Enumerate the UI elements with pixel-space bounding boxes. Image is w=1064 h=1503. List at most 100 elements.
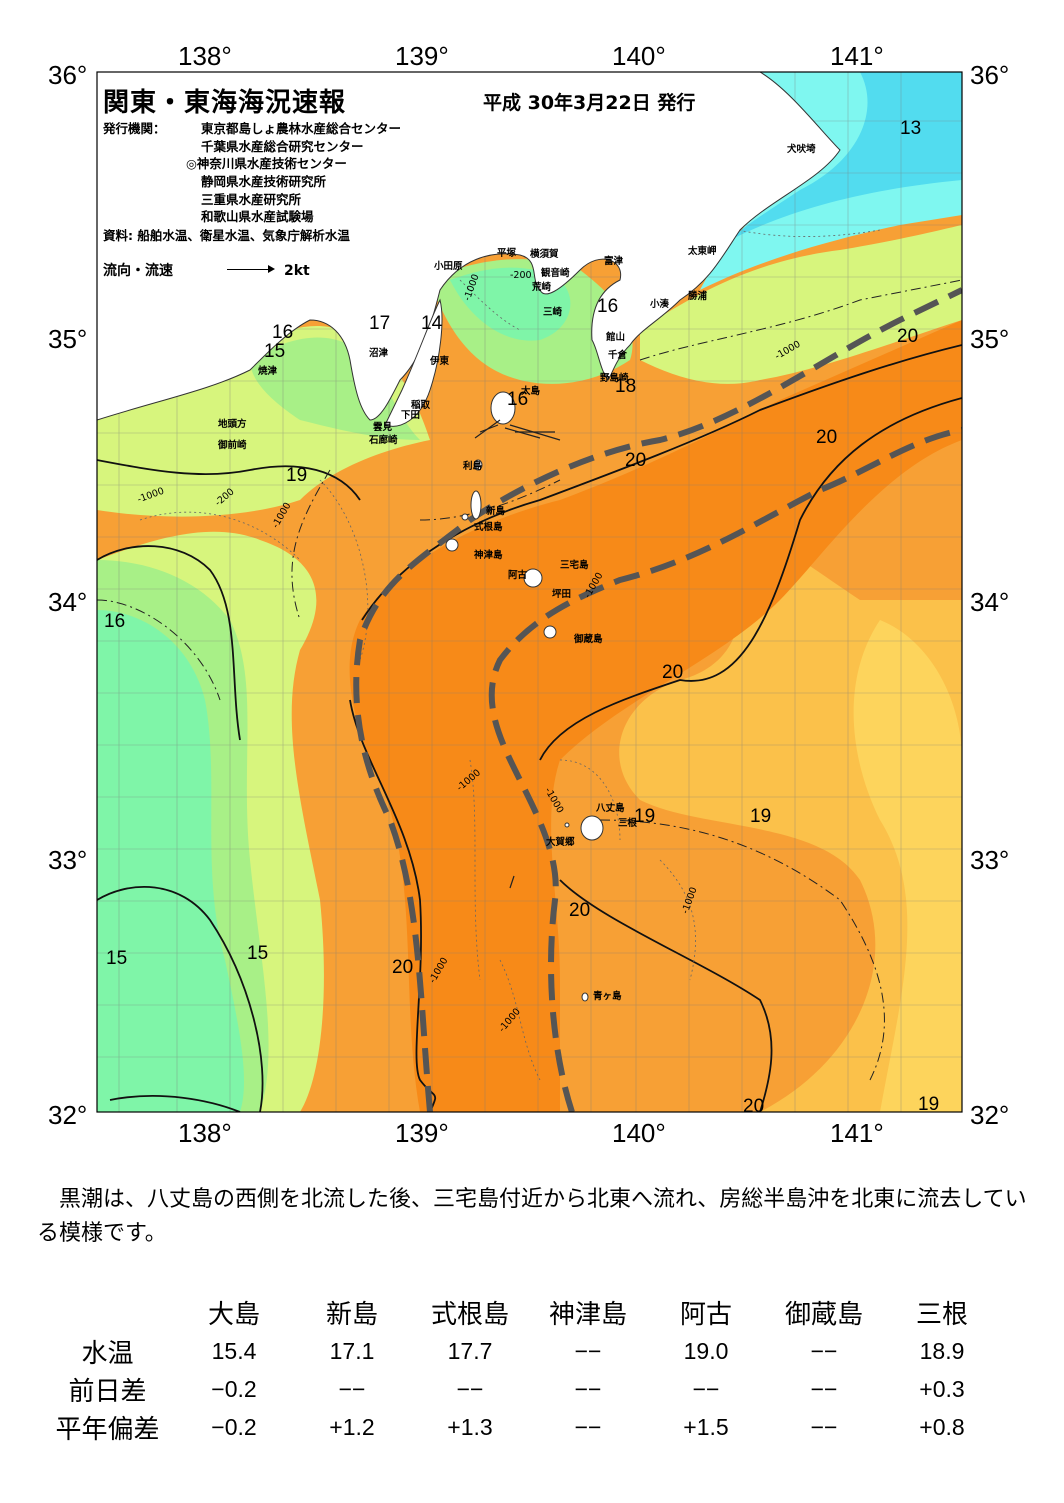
isotherm-label-20-east: 20 [897,326,919,347]
island-miyakejima [523,568,543,588]
observation-table: 大島 新島 式根島 神津島 阿古 御蔵島 三根 水温 15.4 17.1 17.… [40,1292,1001,1446]
isotherm-label-20-sw: 20 [392,957,414,978]
lon-label-bottom-140: 140° [612,1118,666,1148]
table-cell: −− [574,1337,602,1364]
place-chikura: 千倉 [608,350,628,361]
isotherm-label-16-suruga: 16 [272,322,294,343]
table-cell: +1.2 [329,1413,375,1440]
table-cell: −− [692,1375,720,1402]
isotherm-label-17: 17 [369,313,391,334]
place-toshima: 利島 [463,461,483,472]
place-irozaki: 石廊崎 [369,435,398,446]
table-cell: −− [338,1375,366,1402]
isotherms-half [97,279,962,1081]
row-label: 水温 [81,1337,134,1368]
lat-label-right-35: 35° [970,324,1010,354]
island-shikinejima [461,513,469,521]
lat-label-left-35: 35° [48,324,88,354]
table-row: 水温 15.4 17.1 17.7 −− 19.0 −− 18.9 [40,1332,1001,1370]
table-row: 前日差 −0.2 −− −− −− −− −− +0.3 [40,1370,1001,1408]
water-21-core [349,320,962,1112]
header-backdrop [99,74,369,250]
lat-label-left-36: 36° [48,60,88,90]
column-header: 神津島 [548,1298,627,1329]
row-label: 平年偏差 [55,1413,160,1444]
lat-lon-grid [97,72,962,1112]
agency-5: 三重県水産研究所 [201,192,302,207]
lon-label-top-138: 138° [178,41,232,71]
island-hachijojima [580,815,604,841]
isotherm-label-13: 13 [900,118,922,139]
agency-1: 東京都島しょ農林水産総合センター [201,121,402,136]
lon-label-bottom-139: 139° [395,1118,449,1148]
island-mikurajima [543,625,557,639]
place-omaezaki: 御前崎 [218,440,247,451]
place-kominato: 小湊 [650,299,670,310]
table-cell: 17.7 [447,1337,493,1364]
column-header: 新島 [325,1298,378,1329]
isotherm-label-16-boso: 16 [597,296,619,317]
lon-label-top-140: 140° [612,41,666,71]
place-inubozaki: 犬吠埼 [787,144,816,155]
data-source: 資料: 船舶水温、衛星水温、気象庁解析水温 [103,228,350,243]
place-shikinejima: 式根島 [474,522,503,533]
lat-label-right-32: 32° [970,1100,1010,1130]
lat-label-left-33: 33° [48,845,88,875]
place-jitokata: 地頭方 [218,419,247,430]
place-taitomisaki: 太東岬 [688,246,717,257]
table-cell: −− [574,1375,602,1402]
lon-label-top-141: 141° [830,41,884,71]
legend-arrow-icon [268,265,275,273]
isotherm-label-16-oshima: 16 [507,389,529,410]
isotherm-label-15-sw2: 15 [247,943,269,964]
legend-label: 流向・流速 [103,263,173,279]
column-header: 大島 [207,1298,260,1329]
lon-label-bottom-141: 141° [830,1118,884,1148]
place-kumomi: 雲見 [373,422,393,433]
isotherm-label-14: 14 [421,313,443,334]
place-numazu: 沼津 [369,348,389,359]
place-ito: 伊東 [430,356,450,367]
agency-3: ◎神奈川県水産技術センター [186,156,347,171]
island-niijima [470,490,482,520]
place-hachijojima: 八丈島 [596,803,625,814]
table-cell: 18.9 [919,1337,965,1364]
place-tsubota: 坪田 [552,589,572,600]
table-cell: +0.3 [919,1375,965,1402]
place-ako: 阿古 [508,570,528,581]
depth-contours [139,219,881,1081]
column-header: 三根 [915,1298,968,1329]
map-title: 関東・東海海況速報 [103,88,347,118]
place-okago: 大賀郷 [546,837,575,848]
issue-date: 平成 30年3月22日 発行 [483,92,696,114]
legend-backdrop [99,250,319,290]
kuroshio-axis [353,287,962,1112]
table-cell: −− [810,1375,838,1402]
place-miyakejima: 三宅島 [560,560,589,571]
place-katsuura: 勝浦 [688,291,708,302]
water-14-offshore [730,72,962,240]
island-kozushima [445,538,459,552]
lat-label-right-36: 36° [970,60,1010,90]
place-kozushima: 神津島 [474,550,503,561]
table-cell: 17.1 [329,1337,375,1364]
row-label: 前日差 [68,1375,147,1406]
place-tateyama: 館山 [606,332,626,343]
place-inatori: 稲取 [411,400,431,411]
date-backdrop [475,74,735,110]
legend-vector-line [227,269,271,270]
place-oshima: 大島 [521,386,541,397]
table-cell: −0.2 [211,1413,257,1440]
table-row: 平年偏差 −0.2 +1.2 +1.3 −− +1.5 −− +0.8 [40,1408,1001,1446]
isotherm-label-15-suruga: 15 [264,341,286,362]
place-odawara: 小田原 [434,261,463,272]
lat-label-right-33: 33° [970,845,1010,875]
table-cell: +1.5 [683,1413,729,1440]
lat-label-left-34: 34° [48,587,88,617]
island-hachijo-kojima [564,822,570,828]
place-arasaki: 荒崎 [532,282,552,293]
place-kannonzaki: 観音崎 [541,268,570,279]
agency-label: 発行機関： [103,121,166,136]
lon-label-bottom-138: 138° [178,1118,232,1148]
